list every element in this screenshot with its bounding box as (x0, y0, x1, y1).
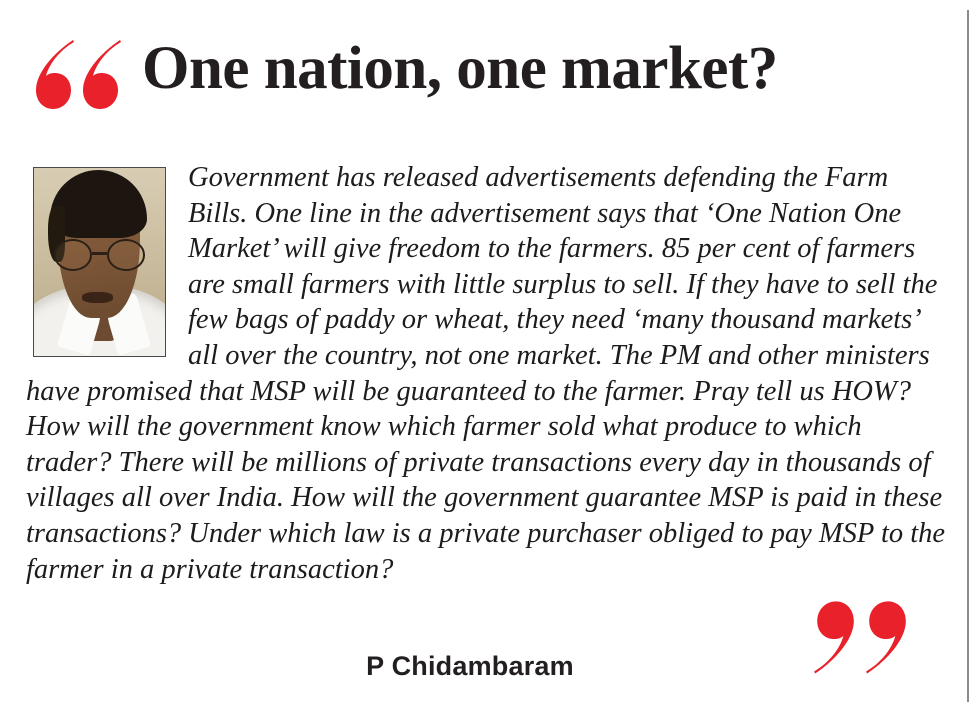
quote-paragraph: Government has released advertisements d… (26, 162, 946, 585)
article-body: Government has released advertisements d… (26, 160, 948, 587)
portrait-mouth (82, 292, 113, 304)
author-byline: P Chidambaram (366, 651, 574, 681)
portrait-lens-right (106, 239, 146, 272)
close-quote-glyph-left (812, 598, 858, 678)
portrait-glasses-bridge (92, 252, 107, 255)
open-quote-glyph-left (32, 38, 76, 110)
right-divider-rule (967, 10, 969, 702)
page-title: One nation, one market? (142, 35, 778, 102)
open-quote-glyph-right (79, 38, 123, 110)
open-quote-icon (32, 38, 138, 118)
close-quote-icon (812, 598, 922, 684)
headline-row: One nation, one market? (0, 34, 940, 130)
close-quote-glyph-right (864, 598, 910, 678)
author-portrait-photo (33, 167, 166, 357)
portrait-glasses (53, 239, 146, 272)
portrait-hair (49, 169, 147, 238)
portrait-lens-left (53, 239, 93, 272)
